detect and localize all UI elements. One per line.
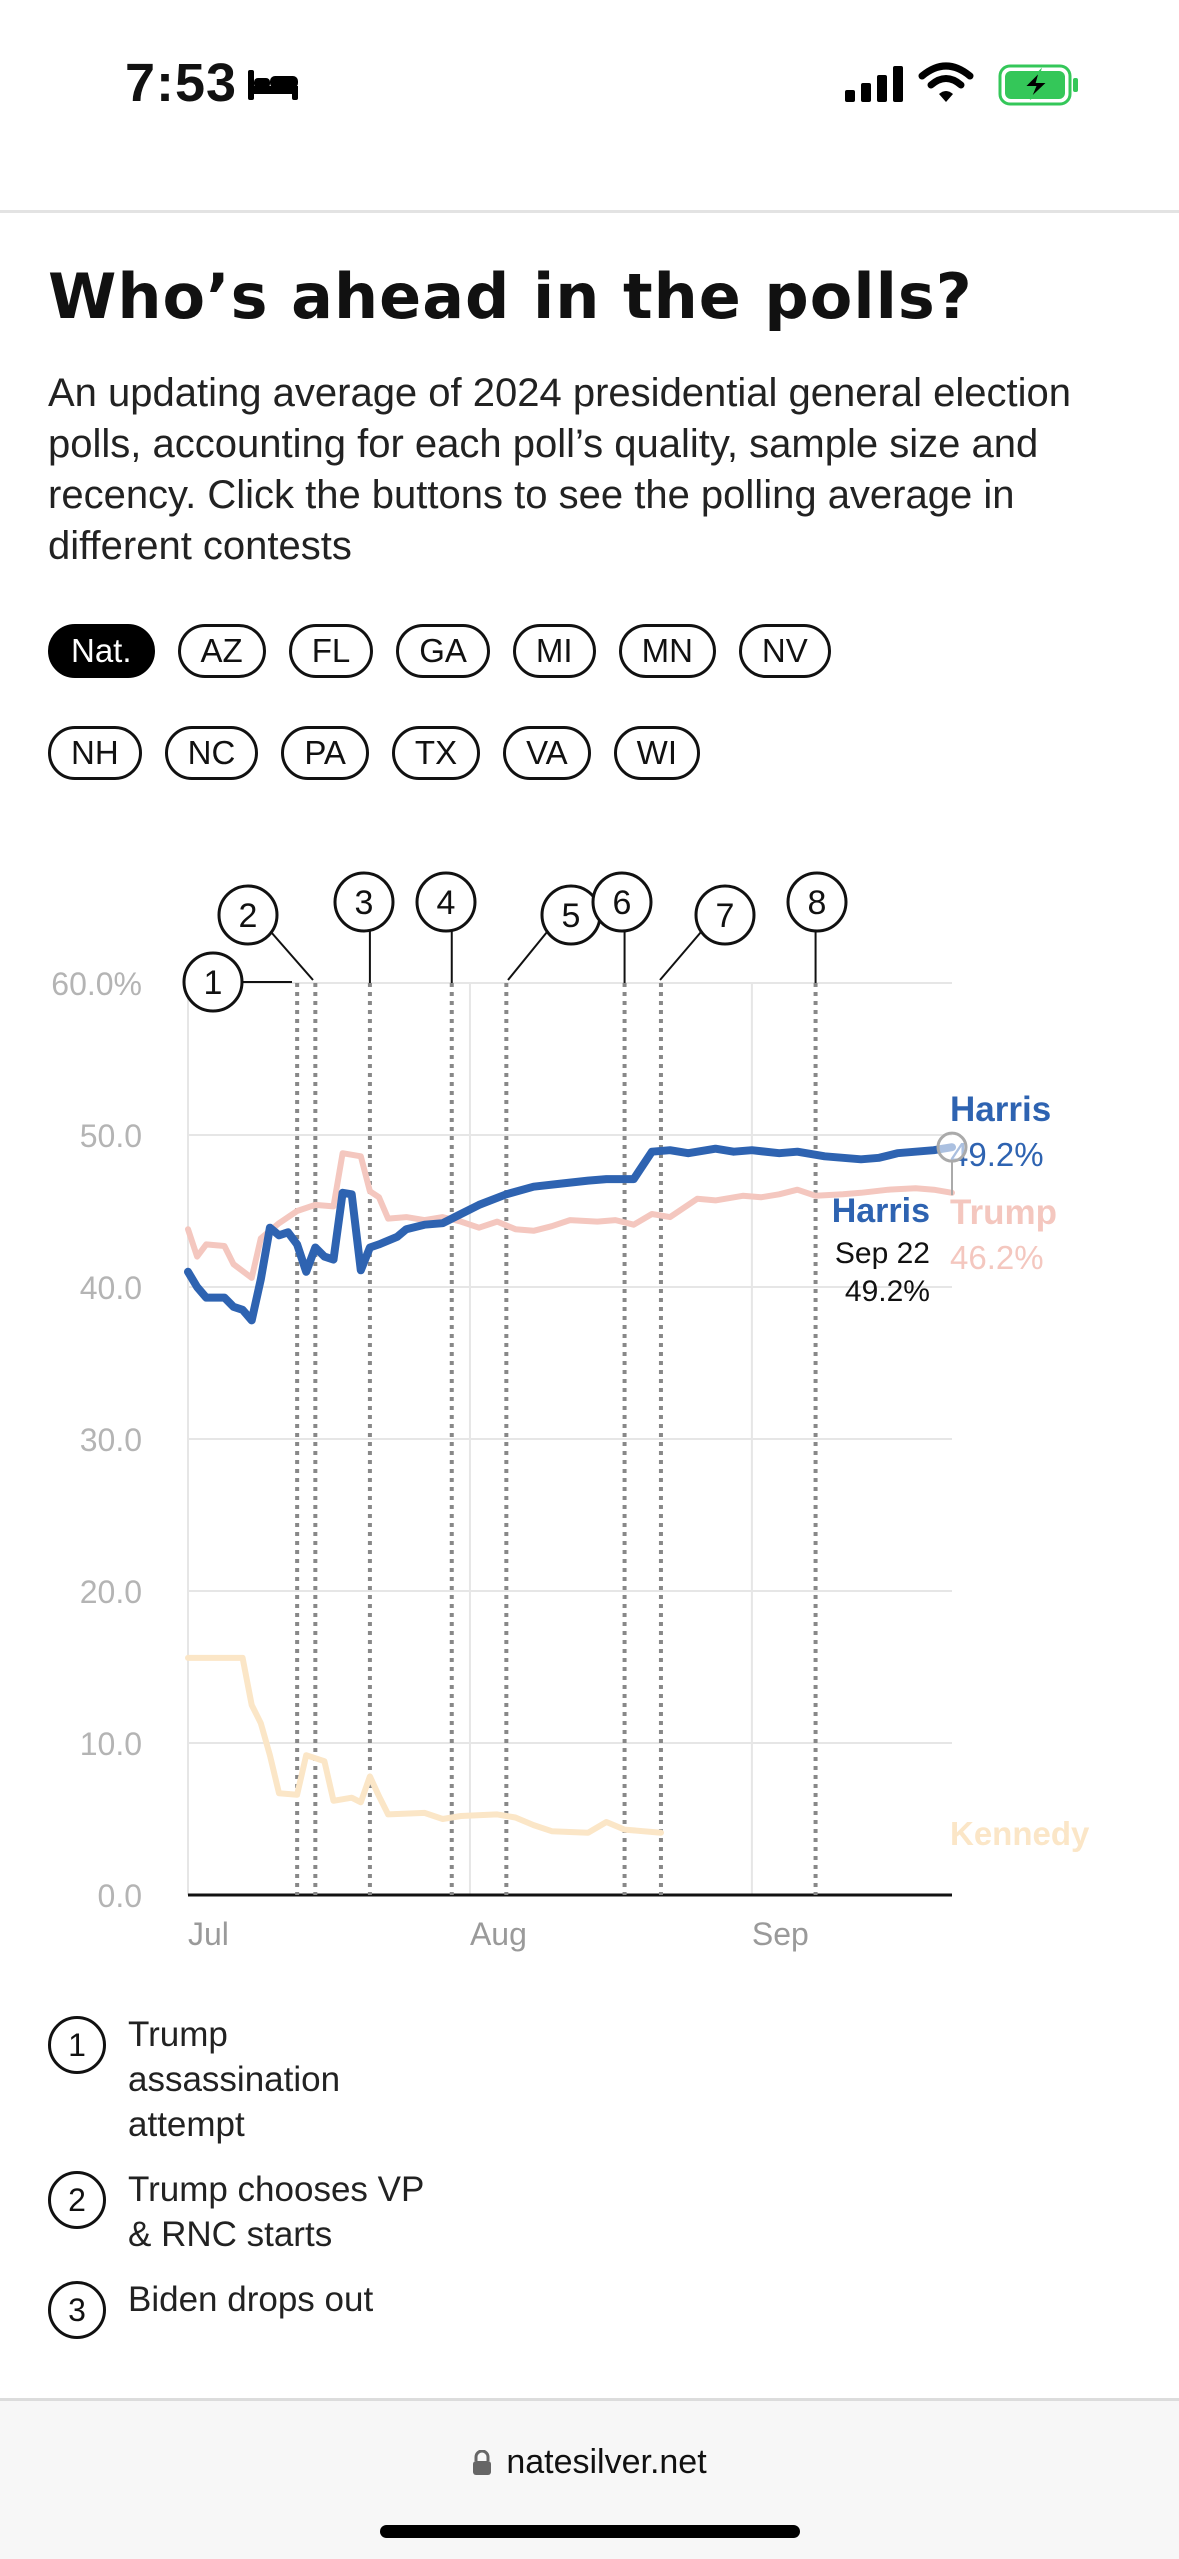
- series-value-trump: 46.2%: [950, 1239, 1044, 1276]
- tooltip-date: Sep 22: [835, 1237, 930, 1270]
- filter-pill-pa[interactable]: PA: [281, 726, 369, 780]
- event-number-badge: 3: [48, 2281, 106, 2339]
- series-label-trump: Trump: [950, 1193, 1057, 1232]
- event-marker-label: 4: [437, 884, 456, 922]
- header-divider: [0, 210, 1179, 213]
- series-line-harris: [184, 1143, 956, 1325]
- y-tick-label: 20.0: [80, 1574, 142, 1610]
- filter-row-2: NH NC PA TX VA WI: [48, 726, 700, 780]
- event-leader-line: [270, 931, 314, 981]
- filter-pill-wi[interactable]: WI: [613, 726, 700, 780]
- page-subtitle: An updating average of 2024 presidential…: [48, 371, 1071, 568]
- event-marker: [415, 871, 477, 933]
- filter-pill-fl[interactable]: FL: [288, 624, 374, 678]
- bed-icon: [248, 70, 298, 100]
- event-leader-line: [659, 931, 702, 981]
- lock-icon: [473, 2449, 492, 2475]
- y-tick-label: 30.0: [80, 1422, 142, 1458]
- event-marker-label: 8: [808, 884, 827, 922]
- y-tick-label: 40.0: [80, 1270, 142, 1306]
- filter-pill-nh[interactable]: NH: [48, 726, 142, 780]
- status-bar: 7:53: [0, 0, 1179, 170]
- event-marker: [694, 884, 756, 946]
- url-text: natesilver.net: [506, 2443, 707, 2481]
- tooltip-hover-point: [936, 1131, 968, 1163]
- series-label-kennedy: Kennedy: [950, 1815, 1090, 1852]
- filter-pill-ga[interactable]: GA: [396, 624, 490, 678]
- event-leader-line: [507, 931, 548, 981]
- home-indicator: [380, 2525, 800, 2538]
- series-line-trump: [185, 1150, 955, 1281]
- address-bar[interactable]: natesilver.net: [0, 2443, 1179, 2482]
- event-number-badge: 2: [48, 2171, 106, 2229]
- event-number-badge: 1: [48, 2016, 106, 2074]
- filter-pill-nv[interactable]: NV: [738, 624, 831, 678]
- x-tick-label: Jul: [188, 1916, 229, 1952]
- polling-average-chart[interactable]: 60.0% 50.0 40.0 30.0 20.0 10.0 0.0 Jul Aug Sep 12 3…: [0, 860, 1179, 1990]
- y-tick-label: 10.0: [80, 1726, 142, 1762]
- filter-pill-az[interactable]: AZ: [177, 624, 266, 678]
- event-marker: [182, 951, 244, 1013]
- event-description: Biden drops out: [128, 2280, 374, 2319]
- event-marker-label: 2: [239, 897, 258, 935]
- tooltip-name: Harris: [832, 1192, 930, 1230]
- event-marker-label: 1: [204, 964, 223, 1002]
- battery-charging-icon: [998, 64, 1078, 106]
- status-time: 7:53: [125, 53, 238, 113]
- event-marker: [333, 871, 395, 933]
- page-title: Who’s ahead in the polls?: [48, 260, 973, 333]
- event-marker-label: 6: [613, 884, 632, 922]
- event-marker-label: 3: [355, 884, 374, 922]
- tooltip-value: 49.2%: [845, 1275, 930, 1308]
- event-marker: [591, 871, 653, 933]
- event-marker-label: 7: [716, 897, 735, 935]
- filter-pill-mi[interactable]: MI: [512, 624, 596, 678]
- filter-pill-tx[interactable]: TX: [391, 726, 481, 780]
- series-line-kennedy: [185, 1654, 664, 1836]
- y-tick-label: 60.0%: [51, 966, 142, 1002]
- filter-pill-nc[interactable]: NC: [164, 726, 259, 780]
- event-description: Trump assassination attempt: [128, 2015, 341, 2144]
- x-tick-label: Sep: [752, 1916, 809, 1952]
- event-legend-item: 1 Trump assassination attempt: [48, 2015, 568, 2147]
- event-marker: [217, 884, 279, 946]
- event-legend: 1 Trump assassination attempt 2 Trump ch…: [48, 2015, 568, 2363]
- y-tick-label: 50.0: [80, 1118, 142, 1154]
- filter-row-1: Nat. AZ FL GA MI MN NV: [48, 624, 831, 678]
- event-description: Trump chooses VP & RNC starts: [128, 2170, 424, 2254]
- y-tick-label: 0.0: [98, 1878, 142, 1914]
- filter-pill-mn[interactable]: MN: [618, 624, 716, 678]
- event-marker-label: 5: [562, 897, 581, 935]
- event-marker: [786, 871, 848, 933]
- browser-bottom-bar: natesilver.net: [0, 2398, 1179, 2559]
- event-legend-item: 2 Trump chooses VP & RNC starts: [48, 2170, 568, 2257]
- filter-pill-va[interactable]: VA: [503, 726, 591, 780]
- filter-pill-nat[interactable]: Nat.: [48, 624, 155, 678]
- signal-icon: [845, 66, 903, 102]
- x-tick-label: Aug: [470, 1916, 527, 1952]
- series-label-harris: Harris: [950, 1090, 1051, 1129]
- event-legend-item: 3 Biden drops out: [48, 2280, 568, 2339]
- wifi-icon: [918, 62, 974, 102]
